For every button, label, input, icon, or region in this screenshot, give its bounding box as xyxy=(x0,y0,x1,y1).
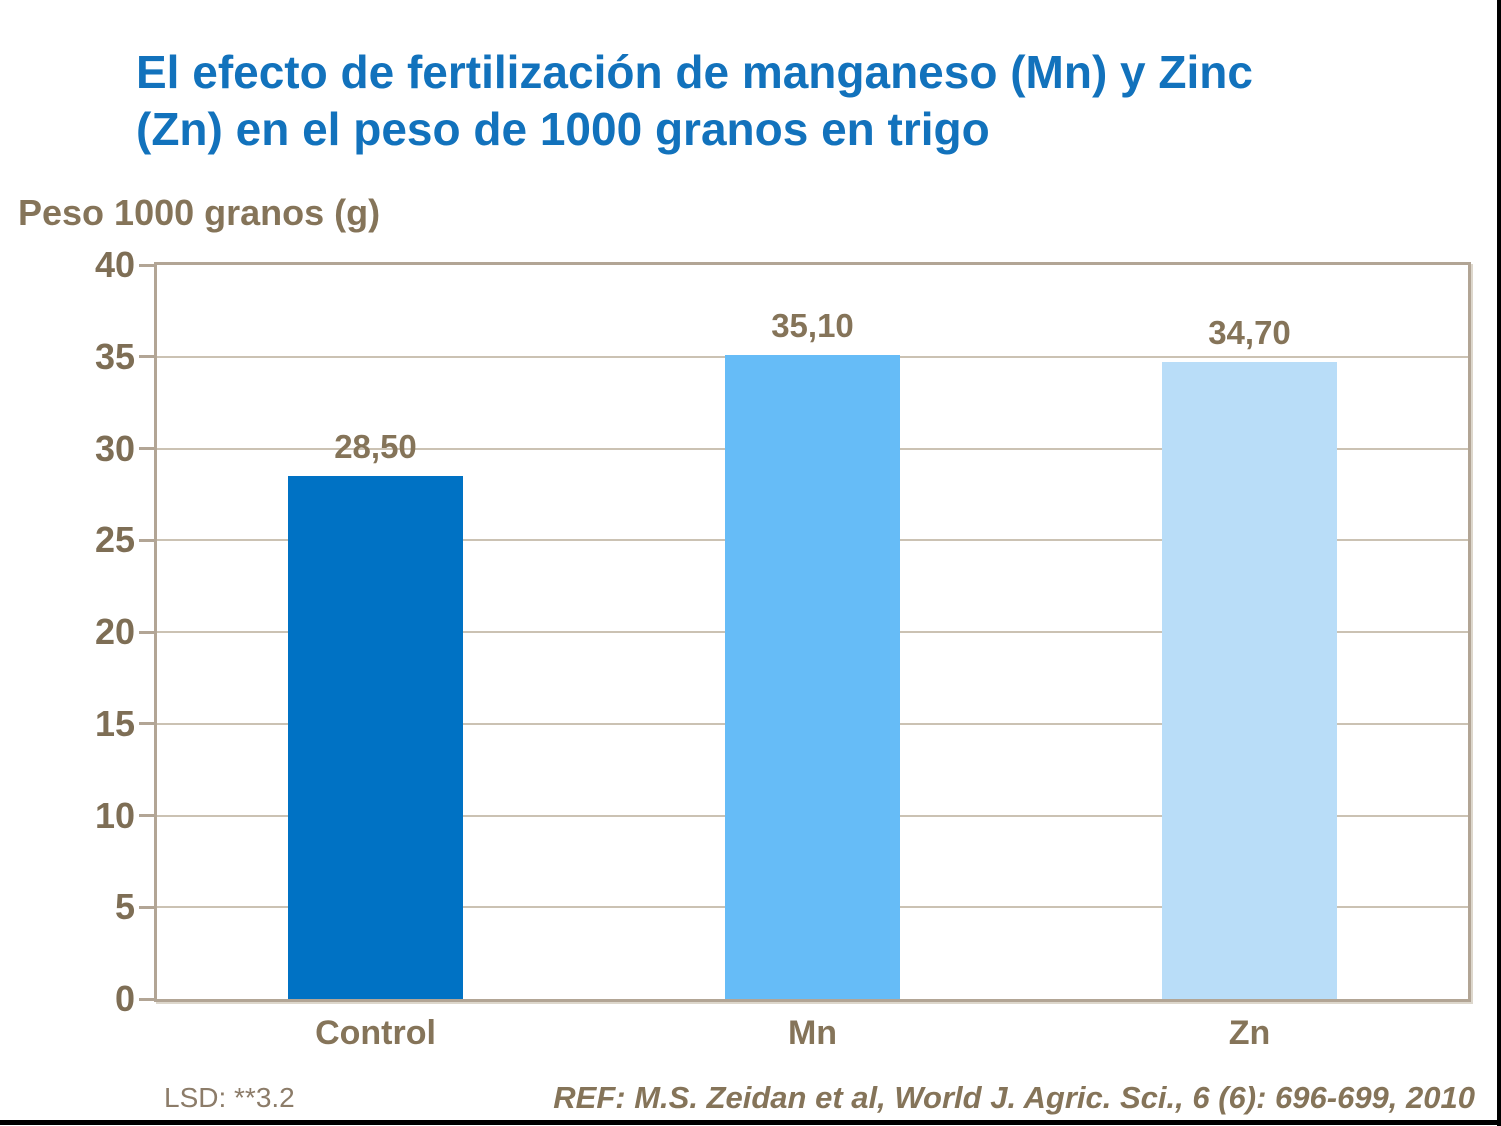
category-label-zn: Zn xyxy=(1228,1014,1271,1052)
y-tick-label-5: 5 xyxy=(114,886,135,928)
y-tick-label-20: 20 xyxy=(94,611,135,652)
bar-mn xyxy=(725,354,900,999)
chart-title: El efecto de fertilización de manganeso … xyxy=(136,44,1466,158)
bar-zn xyxy=(1162,362,1337,999)
y-tick-label-25: 25 xyxy=(94,519,135,561)
y-tick-mark-40 xyxy=(139,263,154,267)
chart-title-line-1: El efecto de fertilización de manganeso … xyxy=(136,46,1253,98)
y-tick-mark-10 xyxy=(139,814,154,817)
y-tick-label-40: 40 xyxy=(94,244,135,285)
slide-bottom-edge-line xyxy=(0,1120,1501,1125)
y-axis-title: Peso 1000 granos (g) xyxy=(18,192,381,233)
y-tick-mark-20 xyxy=(139,630,154,634)
reference-footnote: REF: M.S. Zeidan et al, World J. Agric. … xyxy=(553,1080,1475,1115)
y-tick-mark-30 xyxy=(139,447,154,450)
y-tick-mark-5 xyxy=(139,905,154,909)
value-label-zn: 34,70 xyxy=(1208,314,1291,352)
chart-title-line-2: (Zn) en el peso de 1000 granos en trigo xyxy=(136,103,990,155)
y-tick-label-15: 15 xyxy=(94,702,135,744)
value-label-control: 28,50 xyxy=(334,428,417,466)
y-tick-label-30: 30 xyxy=(94,427,135,469)
plot-area: 28,50 35,10 34,70 xyxy=(154,262,1471,1002)
bar-control xyxy=(288,476,463,999)
y-tick-label-35: 35 xyxy=(94,335,135,377)
slide-right-edge-line xyxy=(1497,0,1501,1126)
category-label-mn: Mn xyxy=(787,1014,838,1052)
y-tick-mark-15 xyxy=(139,722,154,726)
y-tick-mark-0 xyxy=(139,997,154,1001)
y-tick-mark-25 xyxy=(139,538,154,542)
lsd-footnote: LSD: **3.2 xyxy=(164,1082,295,1113)
y-tick-label-0: 0 xyxy=(114,978,135,1019)
y-tick-mark-35 xyxy=(139,355,154,359)
y-tick-label-10: 10 xyxy=(94,794,135,836)
value-label-mn: 35,10 xyxy=(771,306,854,344)
category-label-control: Control xyxy=(315,1014,436,1052)
